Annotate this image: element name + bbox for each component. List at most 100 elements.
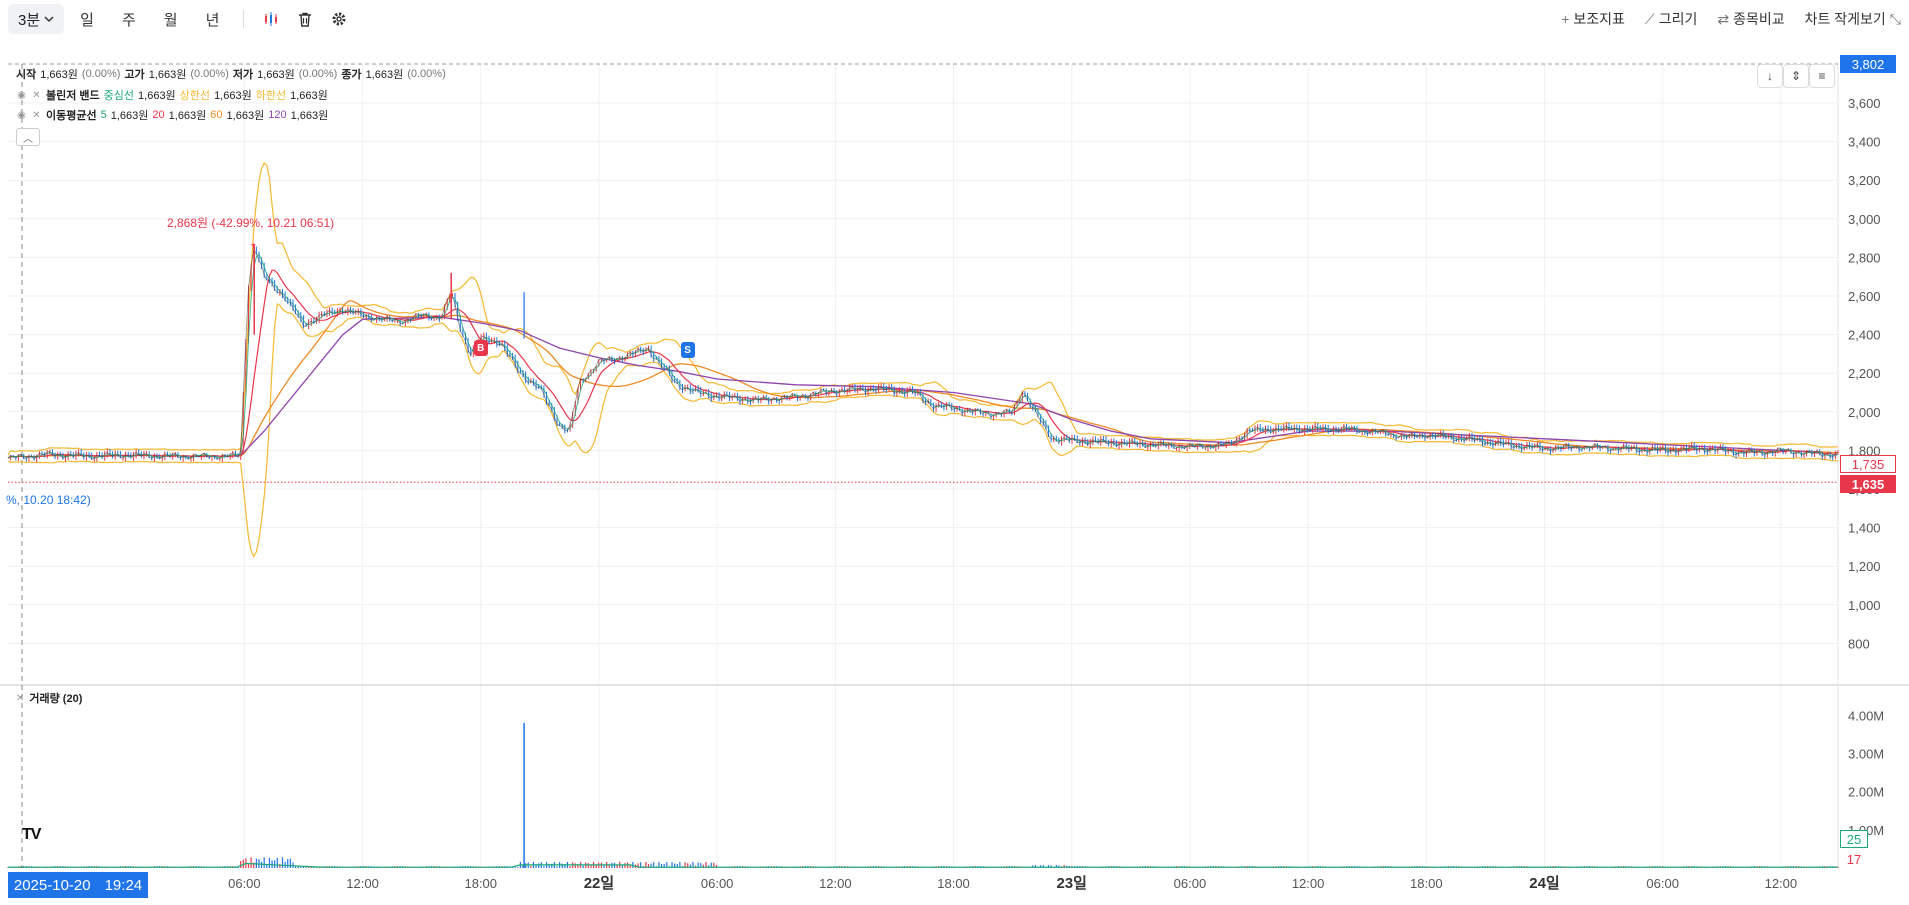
price-axis-label: 1,400 (1848, 521, 1881, 536)
pencil-icon: ⟋ (1644, 10, 1655, 27)
time-axis-label: 18:00 (1410, 876, 1443, 891)
chevron-down-icon (44, 16, 54, 23)
bb-upper-value: 1,663원 (214, 90, 252, 102)
close-icon[interactable]: ✕ (16, 692, 25, 704)
period-week-button[interactable]: 주 (110, 4, 148, 34)
scroll-latest-button[interactable]: ↓ (1757, 64, 1783, 88)
trash-icon (299, 12, 312, 27)
volume-axis-label: 2.00M (1848, 785, 1884, 800)
tradingview-logo: TV (22, 826, 41, 843)
ma-name: 이동평균선 (46, 110, 97, 122)
price-axis-label: 800 (1848, 636, 1870, 651)
volume-ma-line (8, 862, 1838, 868)
bb-mid-key: 중심선 (103, 90, 135, 102)
eye-icon[interactable]: ◉ (17, 109, 26, 121)
max-price-annotation: 2,868원 (-42.99%, 10.21 06:51) (167, 216, 335, 230)
ma120-key: 120 (268, 109, 287, 121)
gear-icon (332, 12, 346, 26)
drawing-tools-label: 그리기 (1658, 11, 1698, 27)
add-indicator-button[interactable]: + 보조지표 (1561, 4, 1625, 34)
interval-label: 3분 (18, 11, 41, 29)
price-axis-label: 2,600 (1848, 289, 1881, 304)
volume-axis-label: 3.00M (1848, 746, 1884, 761)
time-axis-label: 18:00 (937, 876, 970, 891)
time-axis-label: 18:00 (464, 876, 497, 891)
bollinger-upper-line (7, 162, 1839, 456)
time-axis-label: 12:00 (1765, 876, 1798, 891)
low-key: 저가 (232, 69, 254, 81)
price-axis-label: 1,200 (1848, 559, 1881, 574)
ma-legend: ◉ ✕ 이동평균선 5 1,663원 20 1,663원 60 1,663원 120 1… (16, 107, 328, 123)
high-value: 1,663원 (148, 69, 187, 81)
compare-symbol-label: 종목비교 (1733, 11, 1785, 27)
period-month-button[interactable]: 월 (152, 4, 190, 34)
shrink-chart-button[interactable]: 차트 작게보기 ⤡ (1805, 4, 1901, 34)
candlestick-icon (265, 12, 278, 26)
price-axis-label: 3,200 (1848, 173, 1881, 188)
price-close-line (7, 247, 1839, 460)
legend-collapse-button[interactable]: ︿ (16, 128, 40, 146)
low-pct: (0.00%) (298, 68, 338, 80)
open-value: 1,663원 (40, 69, 78, 81)
price-axis-label: 3,400 (1848, 135, 1881, 150)
price-axis-label: 1,000 (1848, 598, 1881, 613)
time-axis-label: 12:00 (346, 876, 379, 891)
shrink-chart-label: 차트 작게보기 (1804, 11, 1886, 27)
volume-axis-label: 4.00M (1848, 708, 1884, 723)
bb-mid-value: 1,663원 (138, 90, 176, 102)
collapse-pane-button[interactable]: ⇕ (1783, 64, 1809, 88)
chevrons-icon: ⇕ (1790, 69, 1802, 83)
volume-title: 거래량 (20) (29, 693, 83, 705)
period-day-button[interactable]: 일 (68, 4, 106, 34)
ma60-line (7, 300, 1839, 459)
volume-legend: ✕ 거래량 (20) (16, 690, 82, 706)
interval-select[interactable]: 3분 (8, 4, 65, 34)
candle-type-button[interactable] (256, 4, 286, 34)
arrow-down-icon: ↓ (1767, 69, 1773, 83)
compare-symbol-button[interactable]: ⇄ 종목비교 (1717, 4, 1784, 34)
bollinger-legend: ◉ ✕ 볼린저 밴드 중심선 1,663원 상한선 1,663원 하한선 1,663원 (16, 87, 328, 103)
plus-icon: + (1561, 11, 1570, 27)
price-axis-label: 2,200 (1848, 366, 1881, 381)
eye-icon[interactable]: ◉ (17, 89, 26, 101)
high-key: 고가 (124, 69, 145, 81)
toolbar-divider (243, 10, 245, 28)
sell-marker[interactable]: S (680, 342, 695, 359)
bb-upper-key: 상한선 (179, 90, 211, 102)
ma5-line (7, 253, 1839, 459)
ma120-line (239, 316, 1821, 457)
bb-lower-key: 하한선 (255, 90, 287, 102)
chart-toolbar: 3분 일 주 월 년 + (0, 0, 1909, 40)
close-icon[interactable]: ✕ (32, 109, 41, 121)
chart-settings-button[interactable] (324, 4, 354, 34)
bollinger-lower-line (7, 303, 1839, 558)
time-axis-label: 23일 (1056, 875, 1087, 892)
price-axis-label: 2,000 (1848, 405, 1881, 420)
menu-icon: ≡ (1818, 69, 1826, 83)
max-point-marker: + (250, 240, 256, 251)
close-pct: (0.00%) (407, 68, 446, 80)
ma20-line (7, 269, 1839, 459)
ma120-value: 1,663원 (290, 110, 329, 122)
volume-last-tag: 17 (1840, 850, 1868, 868)
close-value: 1,663원 (365, 69, 404, 81)
ma5-key: 5 (100, 109, 107, 121)
ma20-key: 20 (152, 109, 165, 121)
ma20-value: 1,663원 (168, 110, 207, 122)
time-axis-label: 12:00 (1292, 876, 1325, 891)
delete-drawings-button[interactable] (290, 4, 320, 34)
period-year-button[interactable]: 년 (194, 4, 232, 34)
prev-close-tag: 1,735 (1840, 455, 1896, 473)
close-icon[interactable]: ✕ (32, 89, 41, 101)
pane-menu-button[interactable]: ≡ (1809, 64, 1835, 88)
buy-marker[interactable]: B (473, 340, 488, 357)
collapse-icon: ⤡ (1889, 10, 1901, 27)
ma5-value: 1,663원 (110, 110, 149, 122)
crosshair-date: 2025-10-20 (13, 876, 91, 894)
time-axis-label: 06:00 (228, 876, 261, 891)
high-pct: (0.00%) (190, 68, 229, 80)
bb-lower-value: 1,663원 (290, 90, 328, 102)
drawing-tools-button[interactable]: ⟋ 그리기 (1645, 4, 1697, 34)
time-axis-label: 06:00 (701, 876, 734, 891)
